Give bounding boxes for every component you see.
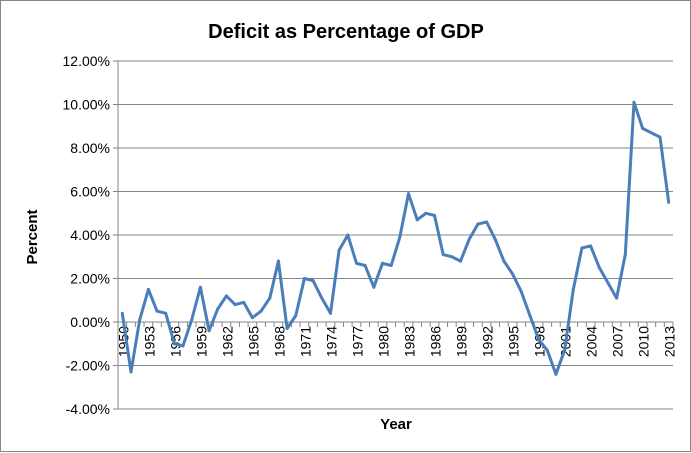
data-point-1987 [441, 253, 445, 257]
x-tick-label: 1977 [349, 326, 365, 357]
data-point-1975 [337, 248, 341, 252]
data-point-2006 [606, 281, 610, 285]
data-point-1990 [467, 237, 471, 241]
x-axis-label: Year [380, 416, 412, 433]
data-point-1957 [181, 344, 185, 348]
data-point-1976 [346, 233, 350, 237]
x-tick-label: 1983 [402, 326, 418, 357]
data-point-1972 [311, 279, 315, 283]
data-point-1980 [380, 261, 384, 265]
data-point-1989 [459, 259, 463, 263]
data-point-1997 [528, 313, 532, 317]
x-tick-label: 1980 [375, 326, 391, 357]
deficit-series-line [120, 100, 671, 376]
data-point-1998 [537, 337, 541, 341]
data-point-1958 [190, 318, 194, 322]
data-point-1988 [450, 255, 454, 259]
data-point-1956 [172, 342, 176, 346]
data-point-2013 [667, 200, 671, 204]
x-tick-label: 2010 [636, 326, 652, 357]
data-point-1982 [398, 235, 402, 239]
y-tick-label: 4.00% [70, 227, 110, 243]
data-point-2010 [641, 126, 645, 130]
data-point-2011 [649, 131, 653, 135]
y-tick-label: -2.00% [66, 358, 110, 374]
data-point-1964 [242, 300, 246, 304]
data-point-2009 [632, 100, 636, 104]
data-point-1991 [476, 222, 480, 226]
data-point-2000 [554, 372, 558, 376]
data-point-2003 [580, 246, 584, 250]
data-point-1969 [285, 327, 289, 331]
data-point-1981 [389, 263, 393, 267]
data-point-1968 [276, 259, 280, 263]
x-tick-label: 1962 [219, 326, 235, 357]
y-tick-label: 6.00% [70, 184, 110, 200]
data-point-1983 [407, 192, 411, 196]
data-point-1996 [519, 290, 523, 294]
data-point-1963 [233, 303, 237, 307]
data-point-2008 [623, 253, 627, 257]
data-point-1979 [372, 285, 376, 289]
y-tick-label: 8.00% [70, 140, 110, 156]
data-point-1995 [511, 272, 515, 276]
data-point-1951 [129, 370, 133, 374]
data-point-1974 [328, 311, 332, 315]
x-tick-label: 1974 [323, 326, 339, 357]
data-point-1960 [207, 329, 211, 333]
data-point-1952 [138, 318, 142, 322]
data-point-1999 [545, 348, 549, 352]
data-point-1994 [502, 259, 506, 263]
x-tick-label: 1989 [454, 326, 470, 357]
x-tick-label: 1968 [271, 326, 287, 357]
y-tick-label: 12.00% [63, 53, 110, 69]
y-axis-label: Percent [24, 209, 41, 264]
data-point-2004 [589, 244, 593, 248]
data-point-1966 [259, 309, 263, 313]
data-point-1954 [155, 309, 159, 313]
data-point-1977 [354, 261, 358, 265]
data-point-1985 [424, 211, 428, 215]
x-tick-label: 1992 [480, 326, 496, 357]
data-point-2005 [597, 266, 601, 270]
data-point-1953 [146, 287, 150, 291]
data-point-1962 [224, 294, 228, 298]
data-point-1984 [415, 218, 419, 222]
y-tick-label: -4.00% [66, 401, 110, 417]
y-tick-label: 10.00% [63, 97, 110, 113]
data-point-1993 [493, 237, 497, 241]
chart-title: Deficit as Percentage of GDP [208, 21, 484, 43]
data-point-1970 [294, 313, 298, 317]
x-tick-label: 1971 [297, 326, 313, 357]
y-tick-label: 2.00% [70, 271, 110, 287]
data-point-1992 [485, 220, 489, 224]
x-tick-label: 1953 [141, 326, 157, 357]
data-point-1986 [433, 213, 437, 217]
data-point-1973 [320, 296, 324, 300]
data-point-2007 [615, 296, 619, 300]
x-tick-label: 1965 [245, 326, 261, 357]
data-point-1959 [198, 285, 202, 289]
data-point-2001 [563, 348, 567, 352]
data-point-1950 [120, 311, 124, 315]
data-point-1961 [216, 307, 220, 311]
data-point-1971 [302, 277, 306, 280]
x-tick-label: 1986 [428, 326, 444, 357]
data-point-1978 [363, 263, 367, 267]
data-point-1955 [164, 311, 168, 315]
data-point-2012 [658, 135, 662, 139]
x-tick-label: 2004 [584, 326, 600, 357]
data-point-1965 [250, 316, 254, 320]
x-tick-label: 2013 [662, 326, 678, 357]
data-point-1967 [268, 296, 272, 300]
y-tick-label: 0.00% [70, 314, 110, 330]
x-tick-label: 2007 [610, 326, 626, 357]
x-tick-label: 1995 [506, 326, 522, 357]
data-point-2002 [571, 287, 575, 291]
x-tick-label: 1959 [193, 326, 209, 357]
